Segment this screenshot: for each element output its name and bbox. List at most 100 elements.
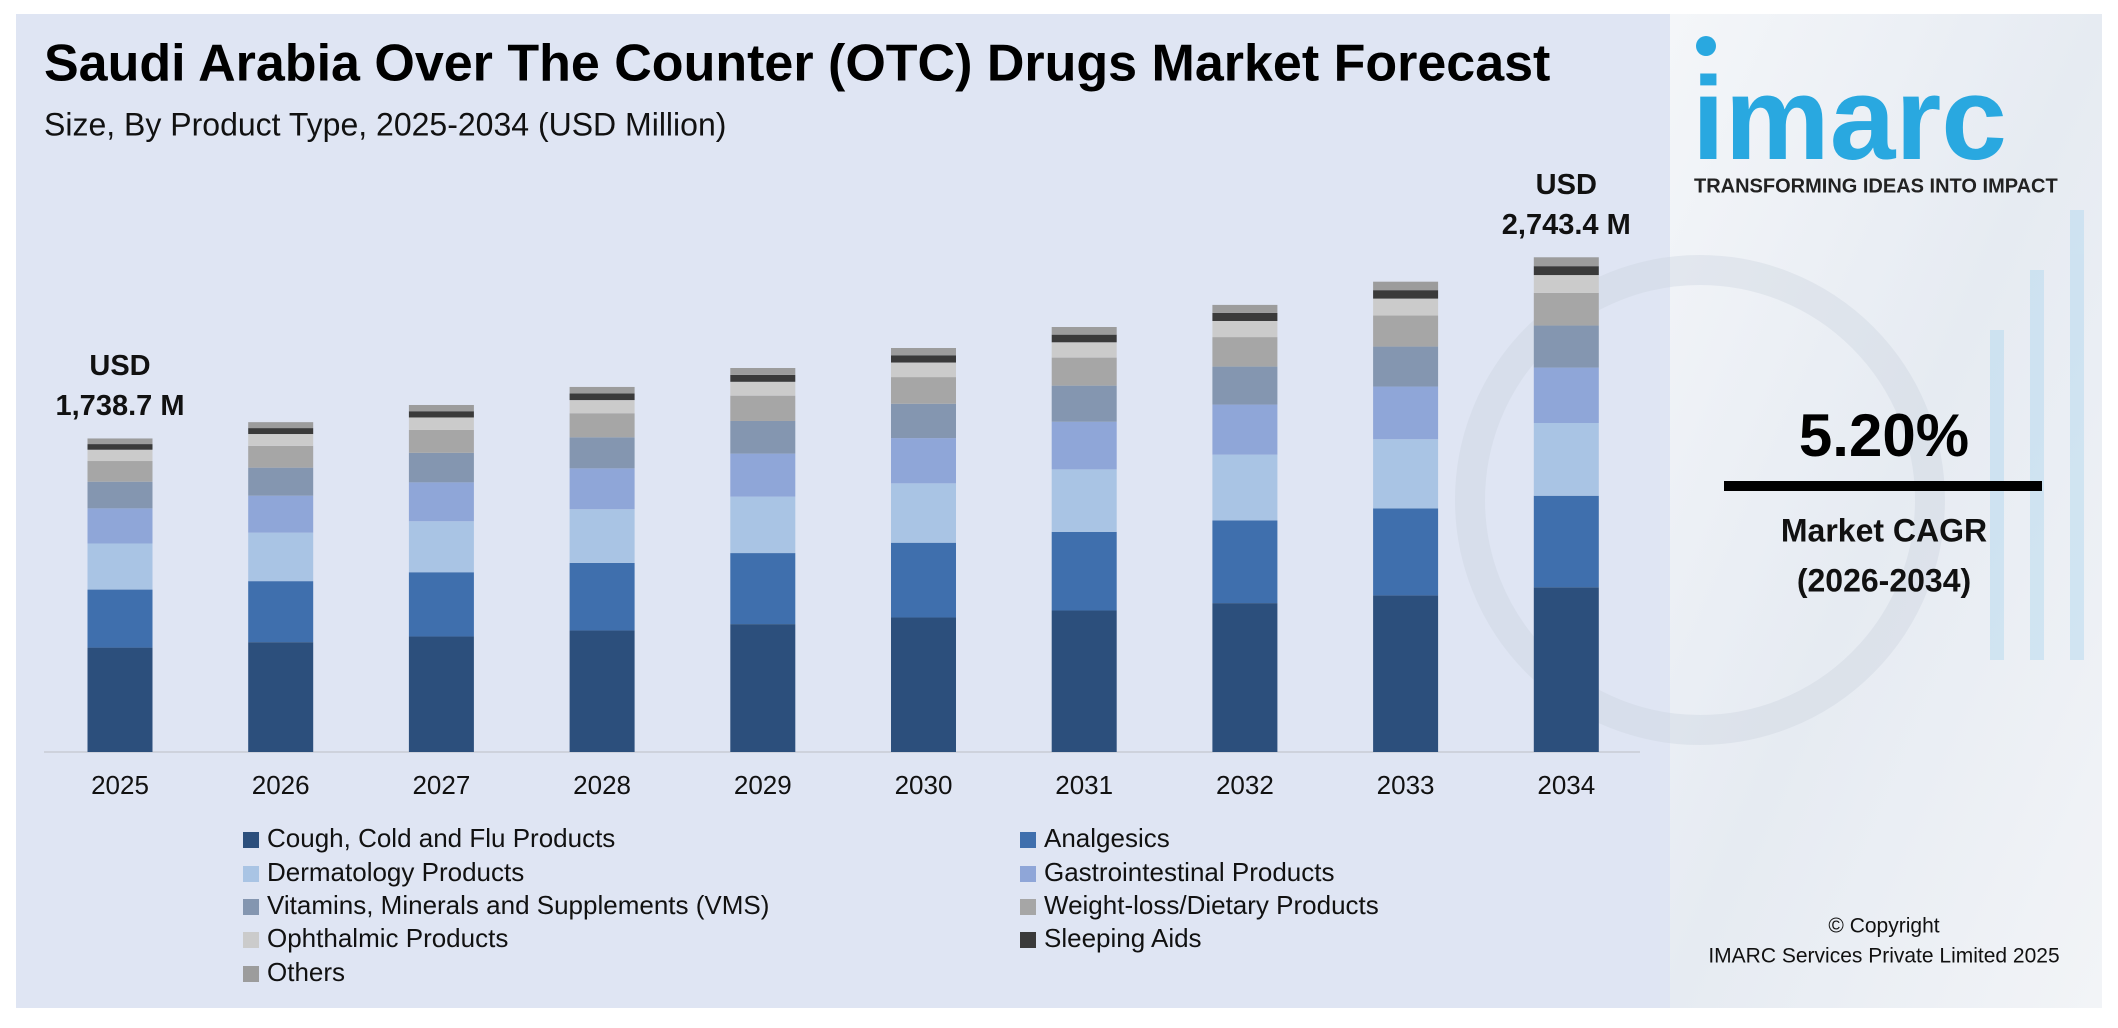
x-tick-label: 2030 — [895, 770, 953, 800]
bar-segment — [569, 468, 635, 510]
bar-segment — [87, 461, 153, 482]
bar-segment — [87, 543, 153, 590]
bar-segment — [408, 404, 474, 412]
bar-segment — [1373, 386, 1439, 440]
bar-segment — [87, 444, 153, 450]
legend-swatch — [1020, 866, 1036, 882]
bar-segment — [87, 589, 153, 648]
total-label: USD 2,743.4 M — [1501, 169, 1631, 242]
bar-segment — [87, 438, 153, 445]
bar-segment — [408, 482, 474, 522]
cagr-value: 5.20% — [1799, 402, 1969, 469]
x-tick-label: 2026 — [252, 770, 310, 800]
bar-segment — [891, 483, 956, 543]
bar-segment — [1533, 292, 1599, 326]
bar-segment — [1051, 385, 1117, 422]
bar-segment — [408, 521, 474, 573]
bar-segment — [1373, 439, 1439, 509]
legend-label: Analgesics — [1044, 823, 1170, 853]
bar-segment — [1533, 275, 1599, 293]
bar-segment — [248, 467, 314, 496]
bar-segment — [248, 434, 314, 446]
bar-segment — [891, 362, 956, 378]
x-tick-label: 2033 — [1377, 770, 1435, 800]
legend-label: Sleeping Aids — [1044, 923, 1202, 953]
bar-segment — [1373, 346, 1439, 387]
side-panel — [1670, 14, 2102, 1008]
bar-segment — [891, 347, 956, 356]
bar-segment — [730, 496, 796, 554]
legend-label: Ophthalmic Products — [267, 923, 508, 953]
bar-segment — [408, 636, 474, 752]
bar-segment — [730, 395, 796, 421]
bar-segment — [248, 581, 314, 643]
legend-swatch — [243, 832, 259, 848]
bar-segment — [891, 438, 956, 484]
bar-segment — [730, 624, 796, 752]
bar-segment — [1373, 298, 1439, 316]
company: IMARC Services Private Limited 2025 — [1708, 945, 2059, 968]
bar-segment — [1373, 315, 1439, 347]
logo-dot — [1696, 36, 1716, 56]
legend-label: Gastrointestinal Products — [1044, 857, 1334, 887]
bar-segment — [1533, 325, 1599, 368]
logo: imarc — [1692, 53, 2007, 185]
bar-segment — [569, 437, 635, 469]
bar-segment — [87, 508, 153, 544]
legend-label: Weight-loss/Dietary Products — [1044, 890, 1379, 920]
legend-swatch — [243, 932, 259, 948]
bar-segment — [1051, 327, 1117, 335]
cagr-label: Market CAGR — [1781, 512, 1987, 548]
bar-segment — [248, 422, 314, 429]
bar-segment — [730, 381, 796, 396]
chart-title: Saudi Arabia Over The Counter (OTC) Drug… — [44, 35, 1550, 93]
bar-segment — [730, 374, 796, 382]
bar-segment — [1533, 257, 1599, 267]
bar-segment — [1212, 304, 1278, 313]
bar-segment — [248, 428, 314, 435]
legend-label: Vitamins, Minerals and Supplements (VMS) — [267, 890, 769, 920]
bar-segment — [1051, 531, 1117, 611]
legend-swatch — [243, 966, 259, 982]
bar-segment — [87, 449, 153, 462]
bar-segment — [1051, 469, 1117, 532]
bar-segment — [1373, 595, 1439, 752]
bar-segment — [891, 542, 956, 618]
x-tick-label: 2029 — [734, 770, 792, 800]
cagr-period: (2026-2034) — [1797, 562, 1971, 598]
bar-segment — [1051, 342, 1117, 358]
bar-segment — [408, 411, 474, 418]
bar-segment — [569, 562, 635, 631]
bar-segment — [408, 452, 474, 483]
bar-segment — [730, 420, 796, 454]
bar-segment — [569, 400, 635, 414]
bar-segment — [1212, 337, 1278, 367]
bar-segment — [248, 532, 314, 582]
bar-segment — [1373, 508, 1439, 596]
legend-label: Others — [267, 957, 345, 987]
x-tick-label: 2027 — [412, 770, 470, 800]
copyright: © Copyright — [1828, 915, 1939, 938]
bar-segment — [1373, 281, 1439, 291]
bar-segment — [408, 429, 474, 453]
bar-segment — [1533, 266, 1599, 276]
bar-segment — [569, 386, 635, 394]
x-tick-label: 2028 — [573, 770, 631, 800]
bar-segment — [87, 481, 153, 509]
cagr-rule — [1724, 481, 2042, 491]
bar-segment — [891, 617, 956, 752]
bar-segment — [1212, 404, 1278, 455]
bar-segment — [1212, 312, 1278, 321]
bar-segment — [408, 417, 474, 430]
legend-swatch — [243, 899, 259, 915]
bar-segment — [1212, 520, 1278, 604]
bar-segment — [408, 572, 474, 637]
bar-segment — [569, 413, 635, 438]
x-tick-label: 2032 — [1216, 770, 1274, 800]
x-tick-label: 2031 — [1055, 770, 1113, 800]
bar-segment — [891, 403, 956, 439]
legend-swatch — [1020, 832, 1036, 848]
bar-segment — [1373, 290, 1439, 299]
bar-segment — [248, 495, 314, 533]
